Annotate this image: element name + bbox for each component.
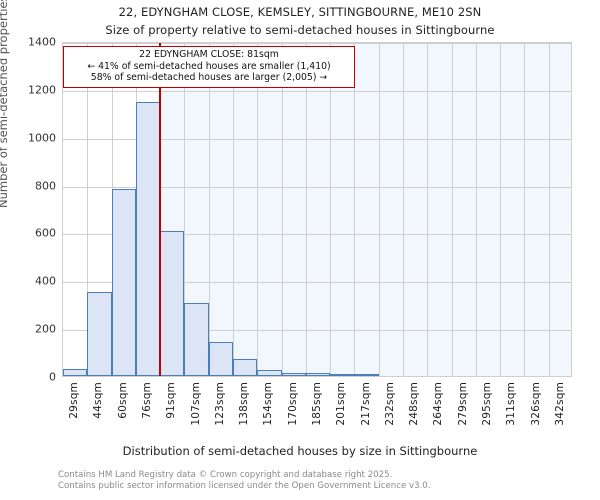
bar-107sqm [184, 303, 209, 376]
gridline-y-1400 [63, 43, 571, 44]
gridline-x-20 [548, 43, 550, 376]
x-tick-201sqm: 201sqm [335, 382, 348, 426]
annotation-line-3: 58% of semi-detached houses are larger (… [90, 72, 328, 83]
x-tick-170sqm: 170sqm [286, 382, 299, 426]
bar-185sqm [305, 373, 331, 376]
x-tick-311sqm: 311sqm [505, 382, 518, 426]
y-tick-1200: 1200 [28, 83, 56, 97]
bar-44sqm [87, 292, 112, 376]
x-axis-label: Distribution of semi-detached houses by … [122, 444, 478, 458]
x-tick-264sqm: 264sqm [432, 382, 445, 426]
bar-201sqm [330, 374, 355, 376]
property-annotation-box: 22 EDYNGHAM CLOSE: 81sqm ← 41% of semi-d… [63, 46, 355, 88]
plot-area [62, 42, 572, 377]
gridline-x-17 [475, 43, 477, 376]
y-tick-800: 800 [35, 179, 56, 193]
gridline-x-8 [257, 43, 259, 376]
x-tick-185sqm: 185sqm [311, 382, 323, 426]
bar-29sqm [63, 368, 88, 376]
x-tick-60sqm: 60sqm [116, 382, 129, 419]
gridline-y-1200 [63, 90, 571, 92]
x-tick-248sqm: 248sqm [408, 382, 421, 426]
x-tick-107sqm: 107sqm [189, 382, 202, 426]
x-tick-279sqm: 279sqm [456, 382, 469, 426]
footer-line-2: Contains public sector information licen… [58, 480, 431, 491]
gridline-x-11 [330, 43, 332, 376]
bar-217sqm [354, 374, 379, 376]
x-tick-91sqm: 91sqm [165, 382, 178, 419]
x-tick-29sqm: 29sqm [68, 382, 81, 419]
y-tick-0: 0 [49, 370, 56, 384]
x-tick-295sqm: 295sqm [481, 382, 493, 426]
property-size-marker-line [159, 43, 162, 376]
y-axis-label: Number of semi-detached properties [0, 0, 10, 208]
attribution-footer: Contains HM Land Registry data © Crown c… [58, 470, 430, 491]
x-tick-138sqm: 138sqm [238, 382, 251, 426]
gridline-y-200 [63, 330, 571, 332]
x-tick-217sqm: 217sqm [359, 382, 372, 426]
bar-170sqm [281, 372, 306, 376]
x-tick-123sqm: 123sqm [213, 382, 226, 426]
gridline-x-1 [87, 43, 89, 376]
x-tick-44sqm: 44sqm [92, 382, 105, 419]
x-tick-232sqm: 232sqm [383, 382, 396, 426]
gridline-x-19 [524, 43, 526, 376]
gridline-x-14 [403, 43, 404, 376]
bar-154sqm [257, 370, 282, 376]
gridline-y-600 [63, 234, 571, 236]
y-tick-1400: 1400 [28, 35, 56, 49]
gridline-x-7 [233, 43, 234, 376]
larger-region-shading [159, 43, 571, 376]
y-tick-600: 600 [35, 226, 56, 240]
x-tick-342sqm: 342sqm [553, 382, 566, 426]
gridline-x-6 [208, 43, 210, 376]
y-tick-400: 400 [35, 274, 56, 288]
gridline-x-10 [305, 43, 307, 376]
gridline-x-15 [427, 43, 429, 376]
y-tick-1000: 1000 [28, 131, 56, 145]
chart-title-block: 22, EDYNGHAM CLOSE, KEMSLEY, SITTINGBOUR… [0, 0, 600, 37]
gridline-y-400 [63, 282, 571, 284]
bar-91sqm [160, 231, 185, 376]
y-tick-200: 200 [35, 322, 56, 336]
gridline-x-5 [184, 43, 186, 376]
annotation-line-2: ← 41% of semi-detached houses are smalle… [87, 60, 331, 72]
gridline-y-800 [63, 186, 571, 188]
bar-123sqm [208, 341, 233, 376]
gridline-x-13 [378, 43, 380, 376]
x-tick-326sqm: 326sqm [529, 382, 542, 426]
gridline-x-16 [451, 43, 453, 376]
footer-line-1: Contains HM Land Registry data © Crown c… [58, 470, 393, 480]
gridline-x-18 [500, 43, 502, 376]
gridline-y-1000 [63, 138, 571, 140]
annotation-line-1: 22 EDYNGHAM CLOSE: 81sqm [139, 49, 279, 60]
bar-60sqm [111, 189, 136, 376]
chart-subtitle: Size of property relative to semi-detach… [105, 23, 495, 37]
x-tick-76sqm: 76sqm [141, 382, 153, 419]
bar-76sqm [135, 102, 161, 376]
bar-138sqm [233, 359, 258, 376]
page-title: 22, EDYNGHAM CLOSE, KEMSLEY, SITTINGBOUR… [118, 5, 482, 19]
gridline-x-9 [281, 43, 283, 376]
x-tick-154sqm: 154sqm [262, 382, 275, 426]
gridline-x-12 [354, 43, 356, 376]
